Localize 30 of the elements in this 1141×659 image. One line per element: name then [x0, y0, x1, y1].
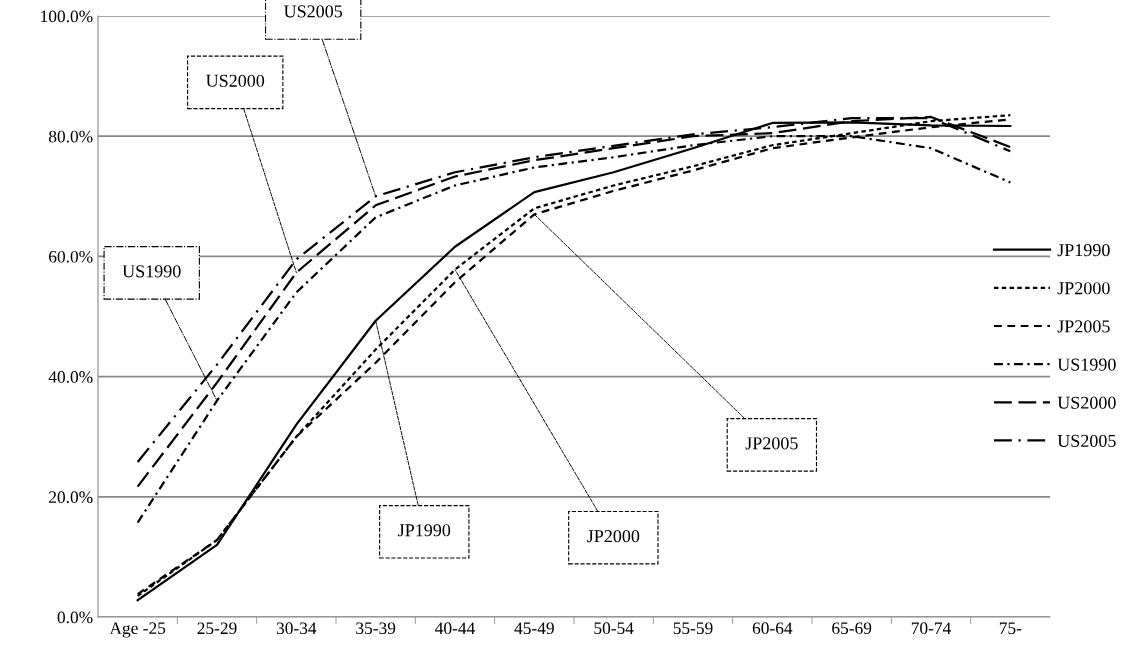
x-tick-label: 35-39: [356, 622, 396, 635]
y-tick-label: 80.0%: [48, 130, 93, 143]
y-tick-label: 100.0%: [41, 10, 93, 23]
legend-label: US2000: [1057, 396, 1116, 409]
annotation: US2005: [283, 5, 343, 18]
x-tick-label: 40-44: [435, 622, 475, 635]
x-tick-label: 70-74: [911, 622, 951, 635]
x-tick-label: 75-: [999, 622, 1022, 635]
legend-label: JP2005: [1057, 320, 1110, 333]
annotation: JP2000: [587, 530, 640, 543]
annotation: JP1990: [398, 524, 451, 537]
y-tick-label: 0.0%: [57, 611, 93, 624]
y-tick-label: 60.0%: [49, 250, 93, 263]
x-tick-label: 25-29: [197, 622, 237, 635]
x-tick-label: 45-49: [514, 622, 554, 635]
legend-label: JP1990: [1057, 244, 1110, 257]
y-tick-label: 40.0%: [48, 371, 93, 383]
legend-label: US1990: [1057, 358, 1116, 371]
annotation: US1990: [122, 265, 181, 278]
y-tick-label: 20.0%: [49, 491, 93, 504]
x-tick-label: Age -25: [109, 622, 166, 638]
legend-label: US2005: [1057, 434, 1116, 447]
x-tick-label: 50-54: [594, 622, 634, 635]
x-tick-label: 65-69: [832, 622, 872, 635]
x-tick-label: 30-34: [276, 622, 317, 635]
annotation: US2000: [206, 74, 265, 87]
x-tick-label: 60-64: [752, 622, 793, 635]
x-tick-label: 55-59: [673, 622, 713, 635]
annotation: JP2005: [745, 437, 798, 450]
legend-label: JP2000: [1057, 282, 1110, 295]
